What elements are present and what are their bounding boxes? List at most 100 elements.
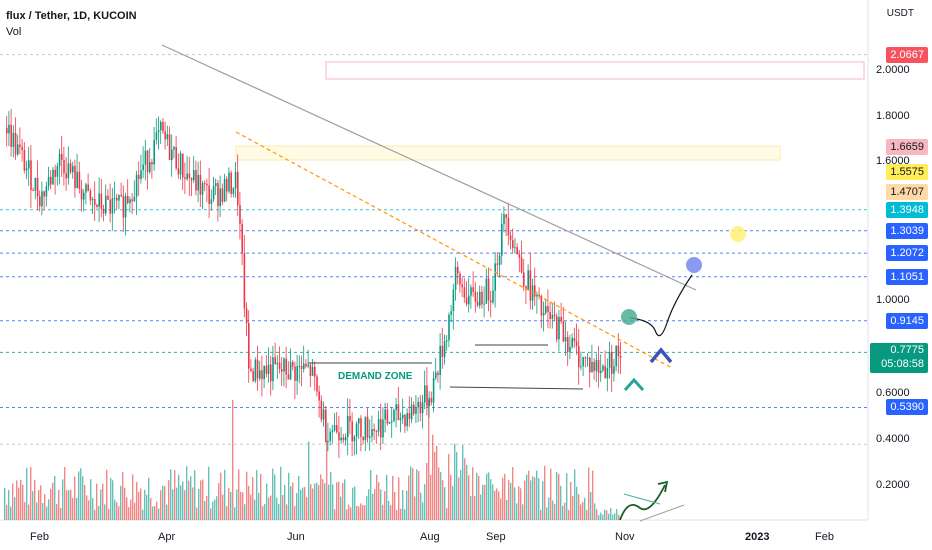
candle-body	[199, 174, 202, 195]
volume-bar	[544, 465, 546, 520]
candle-body	[138, 174, 140, 180]
candle-body	[386, 409, 389, 424]
candle-body	[274, 357, 276, 365]
volume-bar	[126, 497, 128, 520]
volume-bar	[562, 505, 564, 520]
volume-bar	[236, 489, 238, 520]
volume-bar	[154, 506, 156, 520]
volume-bar	[344, 479, 346, 520]
candle-body	[613, 366, 615, 374]
candle-body	[270, 364, 272, 382]
volume-bar	[140, 488, 142, 520]
volume-bar	[342, 483, 344, 520]
candle-body	[175, 147, 177, 169]
candle-body	[595, 359, 598, 371]
candle-body	[351, 421, 353, 442]
volume-bar	[46, 506, 48, 520]
candle-body	[600, 370, 602, 373]
volume-bar	[310, 484, 312, 520]
volume-bar	[200, 480, 202, 520]
volume-bar	[98, 505, 100, 520]
price-level-label: 1.4707	[886, 184, 928, 201]
candle-body	[380, 418, 382, 438]
candle-body	[14, 132, 17, 155]
candle-body	[67, 163, 70, 179]
volume-bar	[446, 508, 448, 520]
candle-body	[344, 436, 347, 441]
candle-body	[582, 357, 584, 367]
volume-bar	[190, 476, 192, 520]
candle-body	[527, 270, 529, 290]
volume-bar	[294, 506, 296, 520]
candle-body	[50, 176, 52, 185]
candle-body	[549, 312, 551, 319]
candle-body	[384, 409, 386, 420]
volume-bar	[308, 441, 310, 520]
volume-bar	[198, 488, 200, 520]
candle-body	[289, 362, 292, 380]
candle-body	[318, 391, 320, 401]
volume-bar	[350, 507, 352, 520]
volume-bar	[152, 506, 154, 520]
price-level-label: 1.1051	[886, 268, 928, 285]
candle-body	[243, 253, 246, 309]
candle-body	[272, 357, 274, 382]
volume-bar	[136, 481, 138, 520]
volume-bar	[398, 477, 400, 520]
demand-zone-label[interactable]: DEMAND ZONE	[338, 371, 413, 382]
candle-body	[142, 164, 144, 171]
volume-bar	[16, 480, 18, 520]
volume-bar	[570, 482, 572, 520]
candle-body	[331, 430, 334, 432]
candle-body	[333, 425, 336, 431]
volume-bar	[268, 497, 270, 520]
candle-body	[547, 306, 549, 313]
candle-body	[382, 419, 384, 438]
candle-body	[197, 174, 199, 191]
volume-bar	[328, 484, 330, 520]
candle-body	[283, 358, 285, 372]
candle-body	[395, 404, 397, 411]
volume-bar	[404, 509, 406, 520]
volume-bar	[242, 492, 244, 520]
volume-bar	[356, 505, 358, 520]
volume-bar	[462, 445, 464, 520]
candle-body	[160, 121, 162, 131]
candle-body	[292, 362, 294, 367]
candle-body	[355, 423, 358, 437]
candle-body	[611, 352, 613, 374]
volume-bar	[372, 493, 374, 520]
candle-body	[162, 121, 164, 132]
volume-bar	[402, 490, 404, 520]
volume-bar	[174, 470, 176, 520]
symbol-title[interactable]: flux / Tether, 1D, KUCOIN	[6, 10, 137, 22]
candle-body	[232, 188, 235, 194]
volume-bar	[578, 494, 580, 520]
candle-body	[305, 363, 307, 367]
candle-body	[424, 385, 426, 403]
candle-body	[375, 430, 378, 432]
volume-bar	[248, 485, 250, 520]
volume-bar	[306, 497, 308, 520]
volume-bar	[440, 472, 442, 520]
candle-body	[190, 177, 193, 181]
volume-bar	[426, 462, 428, 520]
candle-body	[133, 196, 136, 202]
volume-indicator-label[interactable]: Vol	[6, 26, 22, 38]
volume-bar	[582, 501, 584, 520]
candle-body	[10, 124, 12, 147]
candle-body	[113, 197, 116, 199]
volume-bar	[52, 482, 54, 520]
volume-bar	[500, 498, 502, 520]
volume-bar	[290, 486, 292, 520]
candle-body	[23, 150, 26, 171]
volume-bar	[254, 499, 256, 520]
volume-bar	[68, 490, 70, 520]
volume-bar	[616, 509, 618, 520]
volume-bar	[466, 464, 468, 520]
candle-body	[226, 178, 228, 192]
candle-body	[503, 214, 505, 225]
candle-body	[498, 255, 501, 265]
